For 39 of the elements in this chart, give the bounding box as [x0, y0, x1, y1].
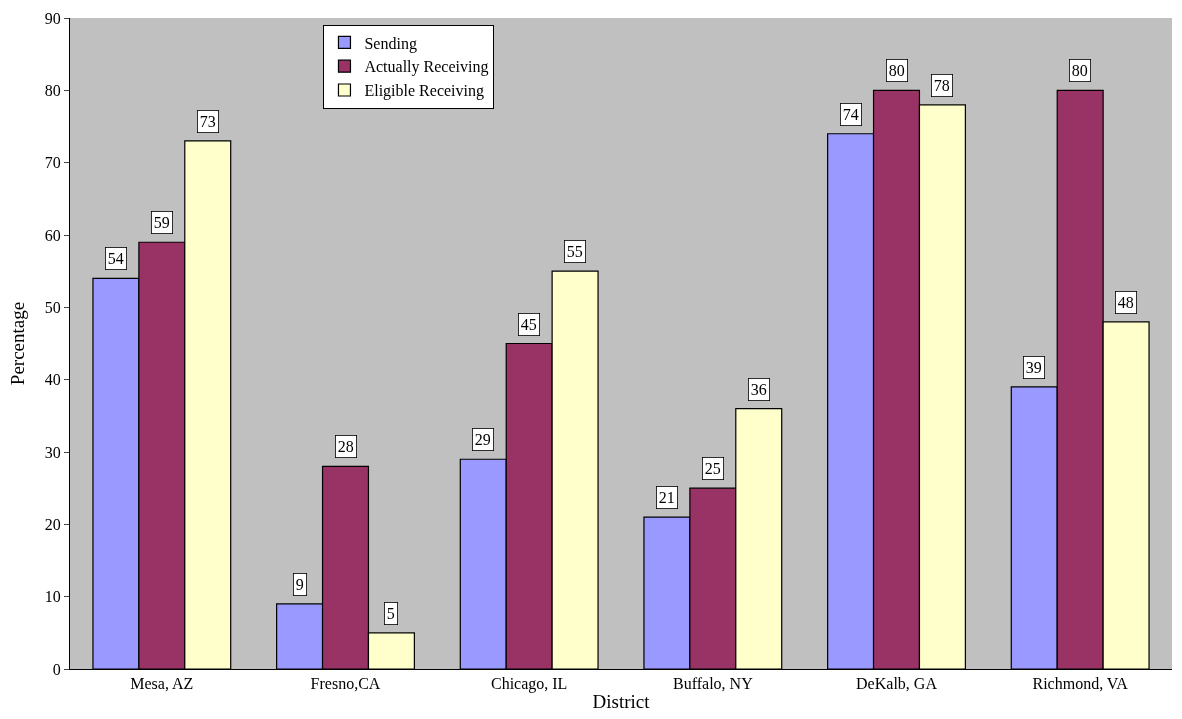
- data-label: 29: [474, 430, 491, 448]
- y-tick-label: 70: [44, 154, 61, 172]
- x-tick-label: Chicago, IL: [490, 675, 568, 694]
- data-label: 21: [658, 488, 675, 506]
- data-label: 80: [1071, 61, 1088, 79]
- data-label: 9: [295, 575, 304, 593]
- y-tick-label: 60: [44, 226, 61, 244]
- x-tick-label: Buffalo, NY: [672, 675, 754, 693]
- data-label: 28: [337, 437, 354, 455]
- x-axis-title: District: [592, 691, 651, 712]
- data-label: 5: [386, 604, 395, 622]
- legend-label: Eligible Receiving: [364, 82, 484, 101]
- x-tick-label: Fresno,CA: [310, 675, 381, 693]
- data-label: 48: [1117, 293, 1134, 311]
- data-label: 55: [566, 242, 583, 260]
- data-label: 54: [107, 249, 124, 267]
- y-tick-label: 0: [52, 660, 61, 678]
- y-axis-title: Percentage: [6, 301, 28, 386]
- y-tick-label: 40: [44, 371, 61, 389]
- data-label: 45: [520, 315, 537, 333]
- data-label: 80: [888, 61, 905, 79]
- x-tick-label: Richmond, VA: [1032, 675, 1129, 693]
- data-label: 25: [704, 459, 721, 477]
- legend-label: Actually Receiving: [364, 58, 489, 77]
- data-label: 59: [153, 213, 170, 231]
- data-label: 39: [1025, 358, 1042, 376]
- y-tick-label: 30: [44, 443, 61, 461]
- x-tick-label: Mesa, AZ: [130, 675, 194, 693]
- data-label: 74: [842, 105, 859, 123]
- y-tick-label: 50: [44, 298, 61, 316]
- y-tick-label: 10: [44, 588, 61, 606]
- y-tick-label: 20: [44, 515, 61, 533]
- y-tick-label: 80: [44, 81, 61, 99]
- data-label: 78: [933, 76, 950, 94]
- data-label: 73: [199, 112, 216, 130]
- data-label: 36: [750, 380, 767, 398]
- legend-label: Sending: [364, 34, 417, 53]
- y-tick-label: 90: [44, 9, 61, 27]
- x-tick-label: DeKalb, GA: [856, 675, 938, 693]
